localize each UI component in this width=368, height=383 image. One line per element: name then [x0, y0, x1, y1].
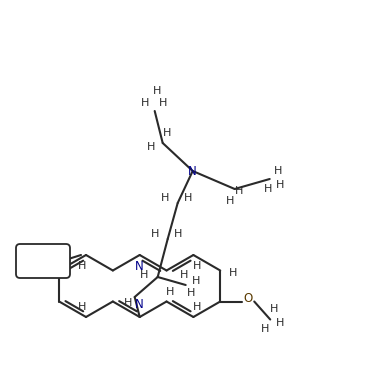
Text: H: H — [184, 193, 192, 203]
Text: N: N — [135, 298, 144, 311]
Text: N: N — [135, 260, 144, 272]
Text: Abs: Abs — [32, 254, 54, 267]
Text: N: N — [188, 165, 197, 177]
Text: H: H — [191, 276, 200, 286]
Text: H: H — [234, 186, 243, 196]
Text: H: H — [163, 128, 171, 138]
Text: H: H — [180, 270, 188, 280]
Text: H: H — [273, 166, 282, 176]
Text: H: H — [261, 324, 269, 334]
Text: O: O — [244, 292, 253, 305]
Text: H: H — [229, 267, 237, 278]
Text: H: H — [141, 98, 149, 108]
Text: H: H — [42, 267, 50, 278]
Text: H: H — [139, 270, 148, 280]
Text: H: H — [160, 193, 169, 203]
Text: H: H — [187, 288, 195, 298]
Text: H: H — [226, 196, 234, 206]
FancyBboxPatch shape — [16, 244, 70, 278]
Text: H: H — [263, 184, 272, 194]
Text: H: H — [276, 180, 284, 190]
Text: H: H — [78, 302, 86, 312]
Text: H: H — [146, 142, 155, 152]
Text: H: H — [193, 261, 202, 271]
Text: H: H — [124, 298, 132, 308]
Text: H: H — [152, 86, 161, 96]
Text: H: H — [193, 302, 202, 312]
Text: H: H — [151, 229, 159, 239]
Text: H: H — [166, 287, 174, 297]
Text: H: H — [78, 261, 86, 271]
Text: H: H — [173, 229, 182, 239]
Text: H: H — [159, 98, 167, 108]
Text: H: H — [270, 304, 279, 314]
Text: H: H — [276, 319, 284, 329]
